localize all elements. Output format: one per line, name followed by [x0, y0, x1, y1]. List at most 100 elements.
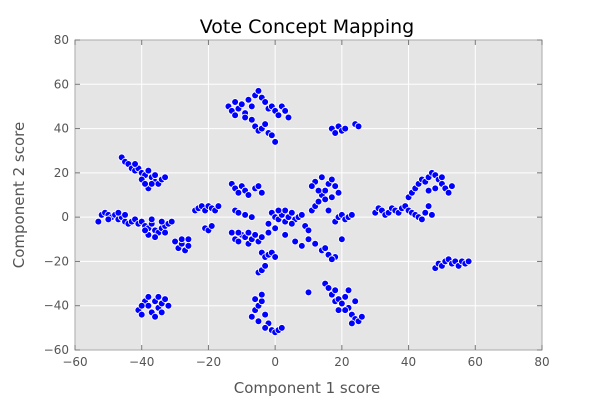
y-tick-label: 60 [54, 77, 69, 91]
data-point [304, 288, 313, 297]
x-tick-labels: −60 −40 −20 0 20 40 60 80 [62, 355, 549, 369]
data-point [94, 217, 103, 226]
data-point [424, 186, 433, 195]
data-point [328, 193, 336, 202]
x-tick-label: 80 [534, 355, 549, 369]
data-point [161, 295, 169, 303]
data-point [244, 95, 253, 104]
data-point [358, 312, 366, 321]
data-point [137, 310, 146, 319]
data-point [421, 208, 430, 217]
y-tick-labels: −60 −40 −20 0 20 40 60 80 [44, 33, 69, 357]
data-point [304, 235, 313, 244]
data-point [271, 138, 279, 146]
data-point [308, 182, 316, 190]
y-tick-label: 0 [61, 210, 69, 224]
data-point [351, 297, 360, 306]
ticks [74, 39, 543, 351]
data-point [271, 253, 279, 261]
data-point [274, 206, 283, 215]
data-point [298, 211, 306, 219]
data-point [331, 286, 339, 295]
data-point [328, 175, 336, 184]
data-point [207, 222, 216, 230]
data-point [241, 113, 249, 122]
data-point [257, 188, 266, 197]
x-tick-label: 0 [271, 355, 279, 369]
data-point [354, 122, 363, 131]
data-point [281, 231, 289, 239]
y-tick-label: −40 [44, 299, 69, 313]
data-point [254, 87, 263, 95]
data-point [257, 290, 266, 299]
data-point [104, 215, 113, 224]
data-point [324, 206, 333, 215]
data-point [154, 293, 163, 301]
data-point [137, 301, 146, 310]
x-tick-label: −40 [129, 355, 154, 369]
data-point [241, 211, 249, 219]
data-point [234, 188, 243, 197]
data-point [121, 211, 129, 219]
data-point [284, 113, 293, 122]
data-point [328, 255, 336, 264]
data-point [314, 186, 323, 195]
y-tick-label: −20 [44, 254, 69, 268]
data-point [157, 217, 166, 226]
data-point [251, 295, 259, 303]
data-point [428, 211, 436, 219]
data-point [234, 208, 243, 217]
x-tick-label: 40 [401, 355, 416, 369]
data-point [324, 284, 333, 292]
data-point [177, 235, 186, 244]
data-point [161, 228, 169, 237]
data-point [321, 195, 329, 204]
data-point [264, 219, 273, 228]
data-point [274, 111, 283, 120]
x-axis-label: Component 1 score [234, 379, 380, 397]
data-point [147, 180, 156, 188]
data-point [444, 188, 453, 197]
data-point [424, 202, 433, 210]
data-point [234, 228, 243, 237]
data-point [288, 208, 296, 217]
data-point [261, 120, 269, 128]
data-point [141, 180, 149, 188]
data-point [161, 173, 169, 182]
data-point [464, 257, 473, 266]
x-tick-label: 60 [468, 355, 483, 369]
data-point [418, 215, 426, 224]
data-point [438, 173, 446, 182]
data-point [281, 206, 289, 215]
data-point [321, 186, 329, 195]
data-point [244, 228, 253, 237]
data-point [271, 224, 279, 233]
data-point [247, 312, 256, 321]
data-point [338, 235, 346, 244]
data-point [231, 98, 239, 106]
data-point [184, 242, 193, 250]
data-point [298, 242, 306, 250]
data-point [261, 310, 269, 319]
data-point [131, 160, 139, 168]
data-point [214, 202, 223, 210]
data-point [264, 228, 273, 237]
y-tick-label: −60 [44, 343, 69, 357]
data-point [157, 308, 166, 317]
data-point [288, 219, 296, 228]
x-tick-label: 20 [334, 355, 349, 369]
data-point [341, 124, 349, 133]
data-point [244, 191, 253, 199]
chart-title: Vote Concept Mapping [200, 16, 414, 38]
data-point [257, 297, 266, 306]
data-point [247, 102, 256, 111]
data-point [151, 312, 159, 321]
data-point [144, 301, 153, 310]
data-point [227, 228, 236, 237]
data-point [254, 317, 263, 326]
data-point [281, 107, 289, 115]
data-point [348, 211, 356, 219]
data-point [164, 301, 173, 310]
data-point [348, 319, 356, 328]
data-point [344, 286, 353, 295]
